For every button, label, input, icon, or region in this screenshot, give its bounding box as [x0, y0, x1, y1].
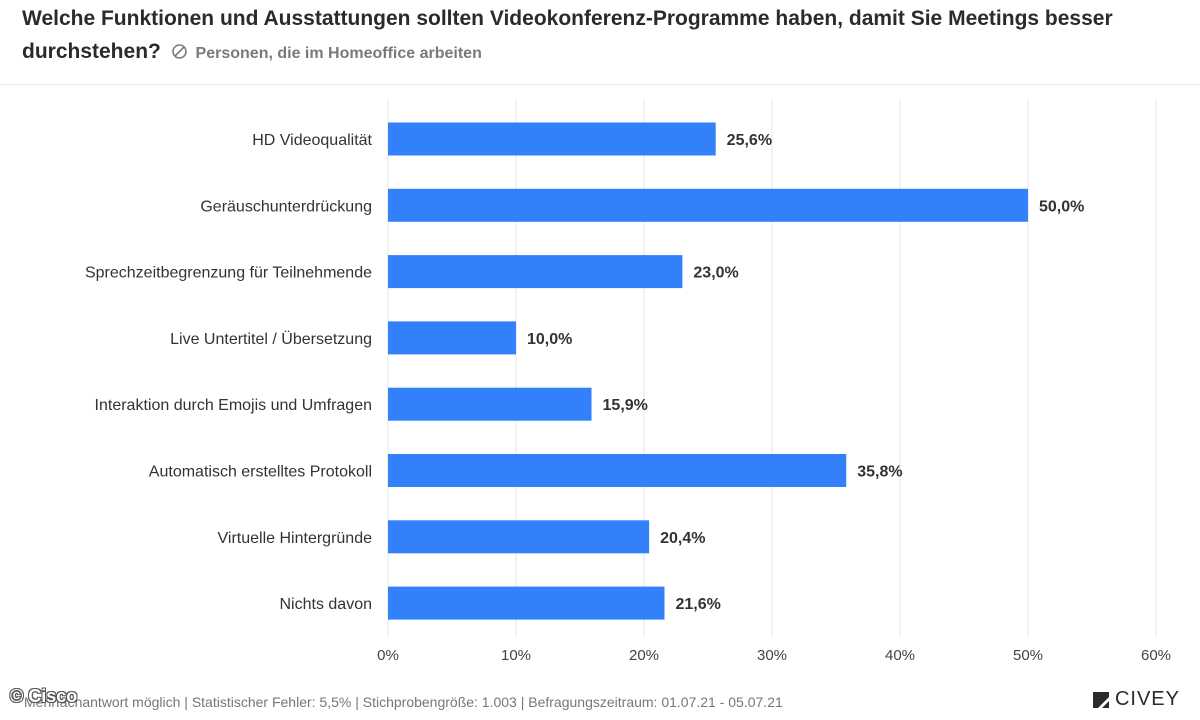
category-label: Virtuelle Hintergründe [218, 530, 373, 547]
category-label: Live Untertitel / Übersetzung [170, 330, 372, 348]
value-label: 20,4% [660, 530, 705, 547]
bar [388, 188, 1028, 222]
bar [388, 387, 592, 421]
value-label: 50,0% [1039, 198, 1084, 215]
category-label: Automatisch erstelltes Protokoll [149, 464, 372, 481]
x-tick-label: 0% [377, 647, 399, 664]
footer-note: Mehrfachantwort möglich | Statistischer … [24, 694, 783, 710]
x-tick-label: 60% [1141, 647, 1171, 664]
bar [388, 255, 683, 289]
bar [388, 586, 665, 620]
x-tick-label: 30% [757, 647, 787, 664]
x-tick-label: 20% [629, 647, 659, 664]
category-label: Interaktion durch Emojis und Umfragen [95, 397, 372, 414]
bar [388, 321, 516, 355]
bars [388, 122, 1028, 620]
logo-text: CIVEY [1114, 688, 1180, 710]
value-label: 21,6% [675, 596, 720, 613]
bar [388, 454, 847, 487]
bar [388, 520, 650, 554]
x-tick-label: 40% [885, 647, 915, 664]
value-label: 35,8% [857, 464, 902, 481]
hidden-eye-icon [171, 37, 188, 70]
value-label: 10,0% [527, 331, 572, 348]
value-label: 15,9% [603, 397, 648, 414]
category-label: Sprechzeitbegrenzung für Teilnehmende [85, 265, 372, 282]
category-label: HD Videoqualität [252, 132, 372, 149]
header-divider [0, 84, 1200, 85]
civey-logo: CIVEY [1091, 688, 1180, 711]
value-label: 23,0% [693, 265, 738, 282]
x-tick-label: 10% [501, 647, 531, 664]
labels: 0% 10% 20% 30% 40% 50% 60% HD Videoqualität 25,6… [85, 132, 1171, 664]
chart-subtitle: Personen, die im Homeoffice arbeiten [195, 45, 482, 62]
category-label: Geräuschunterdrückung [200, 198, 372, 215]
civey-logo-icon [1092, 691, 1109, 708]
value-label: 25,6% [727, 132, 772, 149]
category-label: Nichts davon [280, 596, 373, 613]
grid-lines [387, 100, 1157, 636]
chart-title: Welche Funktionen und Ausstattungen soll… [22, 7, 1113, 63]
bar [388, 122, 716, 156]
watermark-text: © Cisco [10, 686, 78, 706]
chart-title-block: Welche Funktionen und Ausstattungen soll… [22, 2, 1172, 70]
x-tick-label: 50% [1013, 647, 1043, 664]
